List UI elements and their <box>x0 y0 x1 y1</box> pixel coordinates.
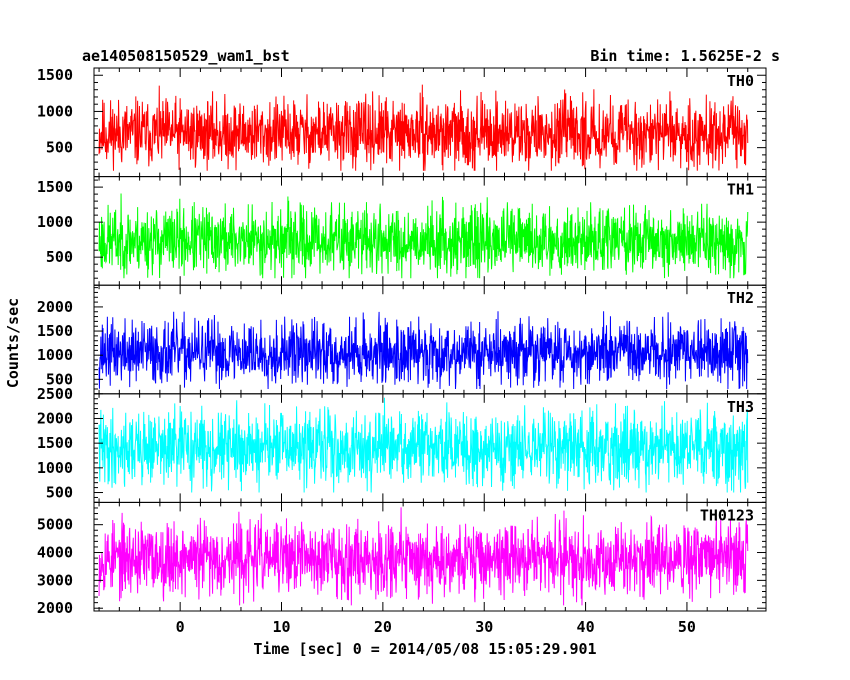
bin-time-label: Bin time: 1.5625E-2 s <box>590 47 780 65</box>
panel-label-th3: TH3 <box>727 398 754 416</box>
y-tick-label: 2000 <box>37 599 73 617</box>
panel-label-th2: TH2 <box>727 289 754 307</box>
series-th0 <box>98 84 749 171</box>
y-tick-label: 2000 <box>37 409 73 427</box>
y-tick-label: 1500 <box>37 66 73 84</box>
series-th3 <box>98 397 749 493</box>
y-tick-label: 1000 <box>37 213 73 231</box>
y-tick-label: 1500 <box>37 322 73 340</box>
x-tick-label: 50 <box>678 618 696 636</box>
y-tick-label: 1500 <box>37 434 73 452</box>
x-tick-label: 0 <box>176 618 185 636</box>
x-tick-label: 20 <box>374 618 392 636</box>
series-th1 <box>98 193 749 279</box>
y-tick-label: 500 <box>46 248 73 266</box>
y-tick-label: 1000 <box>37 102 73 120</box>
y-tick-label: 500 <box>46 139 73 157</box>
x-axis-label: Time [sec] 0 = 2014/05/08 15:05:29.901 <box>253 640 596 658</box>
panel-label-th0: TH0 <box>727 72 754 90</box>
y-tick-label: 1000 <box>37 346 73 364</box>
panel-label-th0123: TH0123 <box>700 506 754 524</box>
y-axis-label: Counts/sec <box>4 298 22 388</box>
x-tick-label: 40 <box>577 618 595 636</box>
panel-label-th1: TH1 <box>727 181 754 199</box>
y-tick-label: 500 <box>46 370 73 388</box>
y-tick-label: 1000 <box>37 459 73 477</box>
panel-frame <box>93 501 767 612</box>
series-th2 <box>98 311 749 390</box>
x-tick-label: 10 <box>272 618 290 636</box>
y-tick-label: 1500 <box>37 178 73 196</box>
chart-title: ae140508150529_wam1_bst <box>82 47 290 65</box>
y-tick-label: 3000 <box>37 571 73 589</box>
y-tick-label: 2500 <box>37 385 73 403</box>
y-tick-label: 2000 <box>37 298 73 316</box>
y-tick-label: 5000 <box>37 516 73 534</box>
y-tick-label: 4000 <box>37 544 73 562</box>
x-tick-label: 30 <box>475 618 493 636</box>
series-th0123 <box>98 507 749 606</box>
y-tick-label: 500 <box>46 484 73 502</box>
